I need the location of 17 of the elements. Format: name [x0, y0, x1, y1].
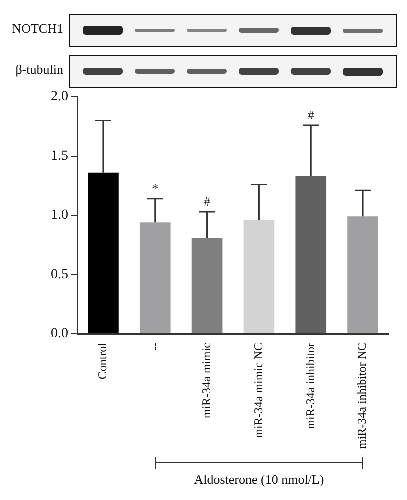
- x-tick-label: Control: [96, 342, 110, 380]
- x-tick-label: miR-34a inhibitor NC: [355, 343, 370, 450]
- y-tick-label: 1.0: [51, 208, 68, 224]
- y-tick-label: 1.5: [51, 148, 68, 164]
- annotation: #: [308, 107, 315, 122]
- text: Aldosterone (10 nmol/L): [194, 472, 324, 488]
- y-tick-label: 0.5: [51, 267, 68, 282]
- text: NOTCH1: [12, 21, 64, 37]
- x-tick-label: miR-34a mimic NC: [251, 343, 266, 438]
- y-tick-label: 2.0: [51, 90, 68, 105]
- text: β-tubulin: [16, 62, 64, 78]
- x-tick-label: miR-34a mimic: [199, 343, 214, 419]
- annotation: *: [152, 180, 159, 196]
- x-tick-label: --: [148, 343, 162, 352]
- x-tick-label: miR-34a inhibitor: [303, 343, 318, 430]
- y-tick-label: 0.0: [51, 326, 68, 342]
- annotation: #: [204, 194, 212, 209]
